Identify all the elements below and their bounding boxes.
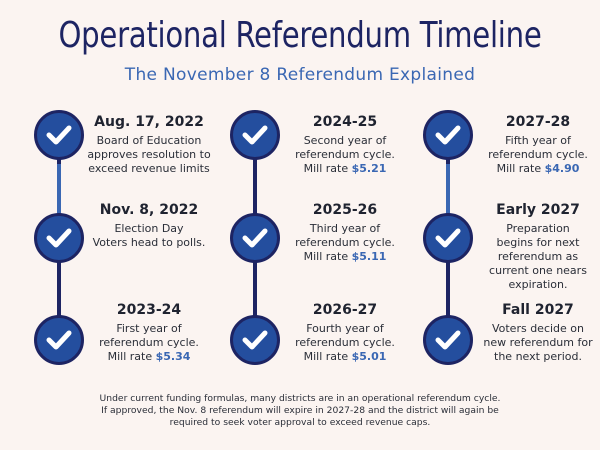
mill-rate: Mill rate $5.01: [282, 350, 408, 364]
entry-heading: Fall 2027: [502, 302, 574, 318]
timeline-column-2: 2024-25 Second year of referendum cycle.…: [230, 108, 410, 378]
mill-rate-label: Mill rate: [107, 350, 156, 363]
entry-heading: 2023-24: [116, 302, 182, 318]
footer-line: Under current funding formulas, many dis…: [99, 393, 501, 404]
entry-text: Preparation begins for next referendum a…: [489, 222, 587, 291]
check-circle-icon: [230, 110, 280, 160]
timeline-entry: Nov. 8, 2022 Election Day Voters head to…: [86, 200, 212, 250]
mill-rate: Mill rate $4.90: [475, 162, 600, 176]
timeline-entry: 2027-28 Fifth year of referendum cycle. …: [475, 112, 600, 176]
mill-rate-label: Mill rate: [303, 350, 352, 363]
check-circle-icon: [423, 213, 473, 263]
footer-note: Under current funding formulas, many dis…: [40, 393, 560, 429]
entry-text: Board of Education approves resolution t…: [87, 134, 211, 175]
mill-rate-value: $5.34: [155, 350, 191, 363]
timeline-entry: Fall 2027 Voters decide on new referendu…: [475, 300, 600, 364]
timeline-entry: 2024-25 Second year of referendum cycle.…: [282, 112, 408, 176]
mill-rate-label: Mill rate: [496, 162, 545, 175]
entry-heading: 2027-28: [505, 114, 571, 130]
mill-rate-value: $5.01: [351, 350, 387, 363]
entry-heading: Aug. 17, 2022: [94, 114, 204, 130]
entry-text: Voters decide on new referendum for the …: [483, 322, 593, 363]
timeline-entry: Aug. 17, 2022 Board of Education approve…: [86, 112, 212, 176]
mill-rate: Mill rate $5.21: [282, 162, 408, 176]
page-title: Operational Referendum Timeline: [58, 15, 542, 56]
footer-line: required to seek voter approval to excee…: [169, 417, 431, 428]
timeline-column-1: Aug. 17, 2022 Board of Education approve…: [34, 108, 214, 378]
mill-rate-value: $4.90: [544, 162, 580, 175]
check-circle-icon: [34, 315, 84, 365]
entry-heading: 2025-26: [312, 202, 378, 218]
entry-text: Election Day Voters head to polls.: [92, 222, 206, 249]
entry-text: Fourth year of referendum cycle.: [295, 322, 395, 349]
timeline-entry: 2026-27 Fourth year of referendum cycle.…: [282, 300, 408, 364]
mill-rate-value: $5.21: [351, 162, 387, 175]
entry-heading: 2024-25: [312, 114, 378, 130]
mill-rate-label: Mill rate: [303, 162, 352, 175]
check-circle-icon: [230, 213, 280, 263]
entry-heading: Nov. 8, 2022: [99, 202, 199, 218]
check-circle-icon: [423, 315, 473, 365]
page-subtitle: The November 8 Referendum Explained: [124, 65, 476, 85]
timeline-column-3: 2027-28 Fifth year of referendum cycle. …: [423, 108, 600, 378]
timeline-entry: 2025-26 Third year of referendum cycle. …: [282, 200, 408, 264]
footer-line: If approved, the Nov. 8 referendum will …: [101, 405, 499, 416]
entry-heading: 2026-27: [312, 302, 378, 318]
check-circle-icon: [34, 110, 84, 160]
mill-rate: Mill rate $5.34: [86, 350, 212, 364]
check-circle-icon: [230, 315, 280, 365]
entry-heading: Early 2027: [496, 202, 580, 218]
entry-text: Second year of referendum cycle.: [295, 134, 395, 161]
check-circle-icon: [423, 110, 473, 160]
entry-text: Fifth year of referendum cycle.: [488, 134, 588, 161]
timeline-entry: Early 2027 Preparation begins for next r…: [475, 200, 600, 292]
entry-text: First year of referendum cycle.: [99, 322, 199, 349]
check-circle-icon: [34, 213, 84, 263]
mill-rate-value: $5.11: [351, 250, 387, 263]
timeline-entry: 2023-24 First year of referendum cycle. …: [86, 300, 212, 364]
entry-text: Third year of referendum cycle.: [295, 222, 395, 249]
mill-rate-label: Mill rate: [303, 250, 352, 263]
mill-rate: Mill rate $5.11: [282, 250, 408, 264]
